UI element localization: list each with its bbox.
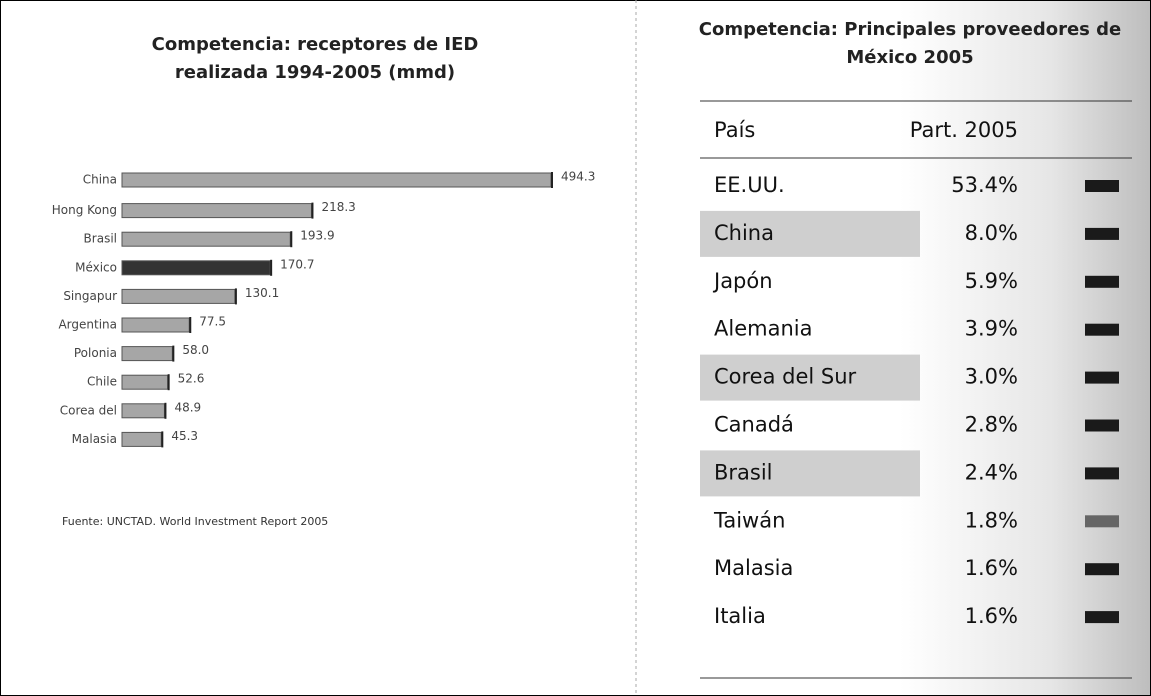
- value-label: 58.0: [182, 343, 209, 357]
- flag-icon: [1085, 371, 1119, 384]
- bar: [121, 260, 271, 276]
- table-cell: 8.0%: [965, 221, 1018, 245]
- table-cell: 3.0%: [965, 365, 1018, 389]
- table-cell: Alemania: [714, 317, 812, 341]
- value-label: 494.3: [561, 170, 595, 184]
- bar: [121, 172, 552, 188]
- category-label: Malasia: [72, 432, 117, 446]
- category-label: México: [75, 260, 117, 274]
- category-label: Chile: [87, 375, 117, 389]
- flag-icon: [1085, 515, 1119, 528]
- flag-icon: [1085, 563, 1119, 576]
- table-cell: 1.8%: [965, 508, 1018, 532]
- flag-icon: [1085, 227, 1119, 240]
- bar: [121, 346, 173, 362]
- flag-icon: [1085, 467, 1119, 480]
- flag-icon: [1085, 275, 1119, 288]
- category-label: China: [83, 173, 117, 187]
- value-label: 170.7: [280, 257, 314, 271]
- table-cell: EE.UU.: [714, 173, 785, 197]
- category-label: Brasil: [84, 232, 117, 246]
- bar: [121, 374, 169, 390]
- flag-icon: [1085, 611, 1119, 624]
- table-cell: Taiwán: [713, 508, 785, 532]
- table-cell: 53.4%: [951, 173, 1018, 197]
- table-cell: Brasil: [714, 460, 773, 484]
- table-cell: 1.6%: [965, 604, 1018, 628]
- bar: [121, 203, 312, 219]
- chart-title: Competencia: receptores de IED: [152, 34, 479, 55]
- table-cell: Corea del Sur: [714, 365, 857, 389]
- table-cell: Italia: [714, 604, 766, 628]
- value-label: 77.5: [199, 315, 226, 329]
- table-cell: 5.9%: [965, 269, 1018, 293]
- value-label: 45.3: [171, 429, 198, 443]
- table-cell: 1.6%: [965, 556, 1018, 580]
- bar: [121, 403, 165, 419]
- row-shade: [700, 210, 920, 257]
- flag-icon: [1085, 419, 1119, 432]
- category-label: Hong Kong: [52, 203, 117, 217]
- value-label: 130.1: [245, 286, 279, 300]
- value-label: 218.3: [321, 200, 355, 214]
- table-title: Competencia: Principales proveedores de: [699, 19, 1121, 40]
- bar: [121, 288, 236, 304]
- source: Fuente: UNCTAD. World Investment Report …: [62, 515, 328, 528]
- category-label: Argentina: [58, 318, 117, 332]
- category-label: Corea del: [60, 403, 117, 417]
- flag-icon: [1085, 180, 1119, 192]
- table-header: Part. 2005: [910, 118, 1018, 142]
- bar: [121, 231, 291, 247]
- table-cell: 2.8%: [965, 413, 1018, 437]
- table-header: País: [714, 118, 755, 142]
- table-cell: 3.9%: [965, 317, 1018, 341]
- row-shade: [700, 354, 920, 401]
- row-shade: [700, 450, 920, 497]
- chart-title: realizada 1994-2005 (mmd): [175, 62, 455, 83]
- category-label: Polonia: [74, 346, 117, 360]
- background-shade: [900, 0, 1151, 696]
- table-cell: Japón: [712, 269, 773, 293]
- flag-icon: [1085, 323, 1119, 336]
- bar: [121, 431, 162, 447]
- table-cell: China: [714, 221, 774, 245]
- table-cell: 2.4%: [965, 460, 1018, 484]
- value-label: 48.9: [174, 400, 201, 414]
- bar: [121, 317, 190, 333]
- table-cell: Malasia: [714, 556, 793, 580]
- table-cell: Canadá: [714, 413, 794, 437]
- value-label: 193.9: [300, 229, 334, 243]
- category-label: Singapur: [63, 289, 117, 303]
- table-title: México 2005: [846, 47, 973, 68]
- value-label: 52.6: [178, 372, 205, 386]
